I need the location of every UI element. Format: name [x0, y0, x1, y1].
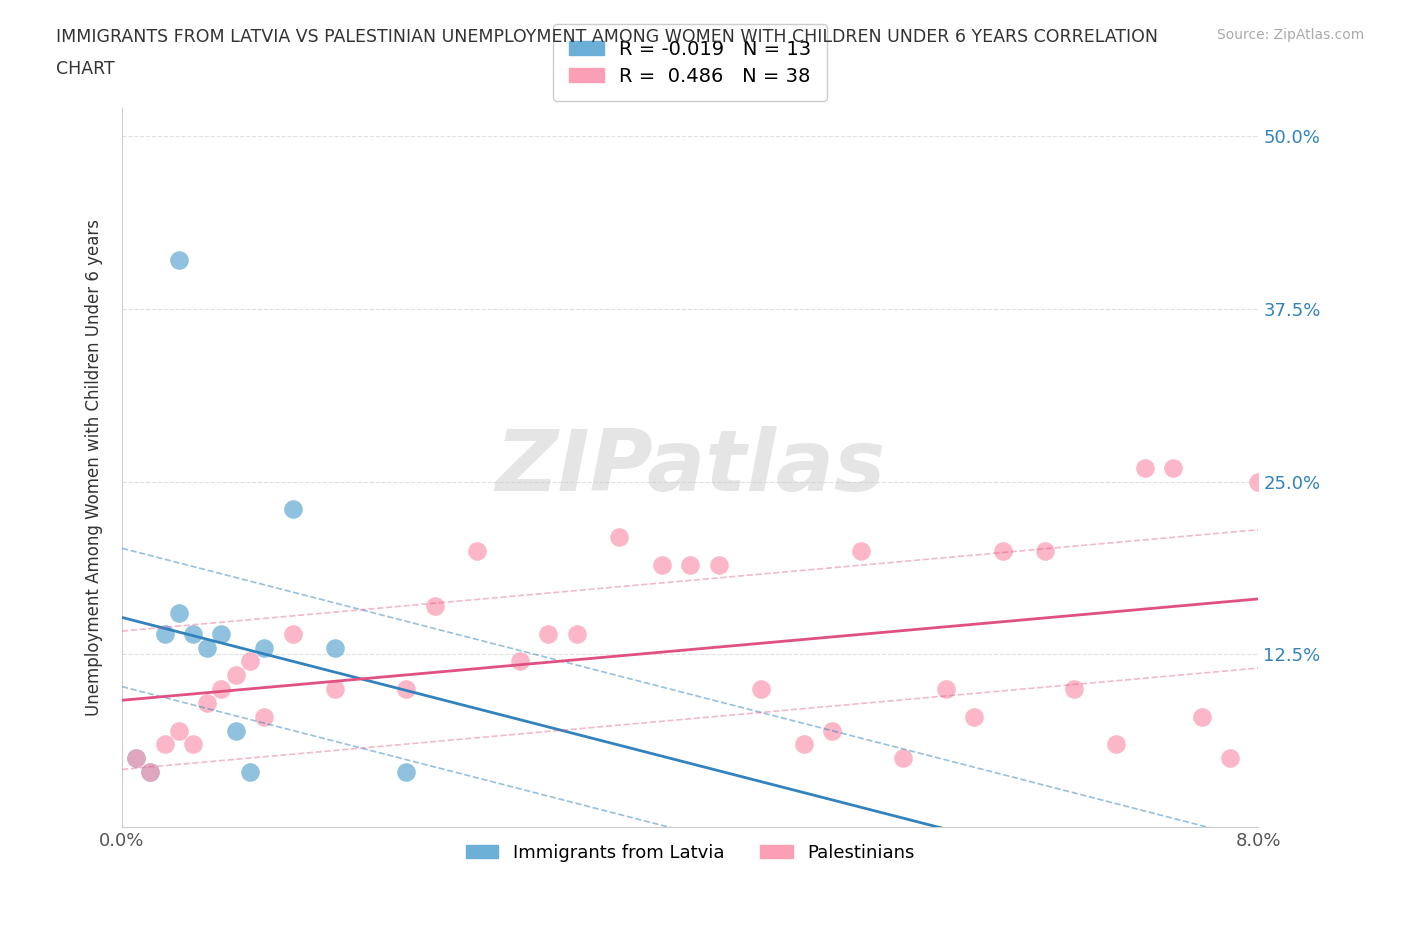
Legend: Immigrants from Latvia, Palestinians: Immigrants from Latvia, Palestinians [458, 836, 922, 869]
Text: IMMIGRANTS FROM LATVIA VS PALESTINIAN UNEMPLOYMENT AMONG WOMEN WITH CHILDREN UND: IMMIGRANTS FROM LATVIA VS PALESTINIAN UN… [56, 28, 1159, 46]
Point [423, 599, 446, 614]
Point [281, 626, 304, 641]
Point [891, 751, 914, 765]
Point [465, 543, 488, 558]
Point [225, 668, 247, 683]
Point [509, 654, 531, 669]
Point [239, 764, 262, 779]
Y-axis label: Unemployment Among Women with Children Under 6 years: Unemployment Among Women with Children U… [86, 219, 103, 716]
Point [253, 640, 276, 655]
Point [607, 529, 630, 544]
Point [1105, 737, 1128, 751]
Point [281, 502, 304, 517]
Point [1191, 710, 1213, 724]
Point [1063, 682, 1085, 697]
Point [211, 626, 233, 641]
Text: Source: ZipAtlas.com: Source: ZipAtlas.com [1216, 28, 1364, 42]
Point [153, 737, 176, 751]
Point [211, 682, 233, 697]
Point [821, 724, 844, 738]
Point [167, 724, 190, 738]
Point [125, 751, 148, 765]
Point [793, 737, 815, 751]
Point [849, 543, 872, 558]
Point [935, 682, 957, 697]
Text: ZIPatlas: ZIPatlas [495, 426, 886, 510]
Point [195, 696, 218, 711]
Point [253, 710, 276, 724]
Text: CHART: CHART [56, 60, 115, 78]
Point [323, 682, 346, 697]
Point [125, 751, 148, 765]
Point [139, 764, 162, 779]
Point [565, 626, 588, 641]
Point [139, 764, 162, 779]
Point [1161, 460, 1184, 475]
Point [1035, 543, 1057, 558]
Point [991, 543, 1014, 558]
Point [537, 626, 560, 641]
Point [195, 640, 218, 655]
Point [651, 557, 673, 572]
Point [749, 682, 772, 697]
Point [225, 724, 247, 738]
Point [395, 764, 418, 779]
Point [167, 253, 190, 268]
Point [707, 557, 730, 572]
Point [239, 654, 262, 669]
Point [181, 626, 204, 641]
Point [1133, 460, 1156, 475]
Point [153, 626, 176, 641]
Point [963, 710, 986, 724]
Point [167, 605, 190, 620]
Point [395, 682, 418, 697]
Point [679, 557, 702, 572]
Point [323, 640, 346, 655]
Point [181, 737, 204, 751]
Point [1219, 751, 1241, 765]
Point [1247, 474, 1270, 489]
